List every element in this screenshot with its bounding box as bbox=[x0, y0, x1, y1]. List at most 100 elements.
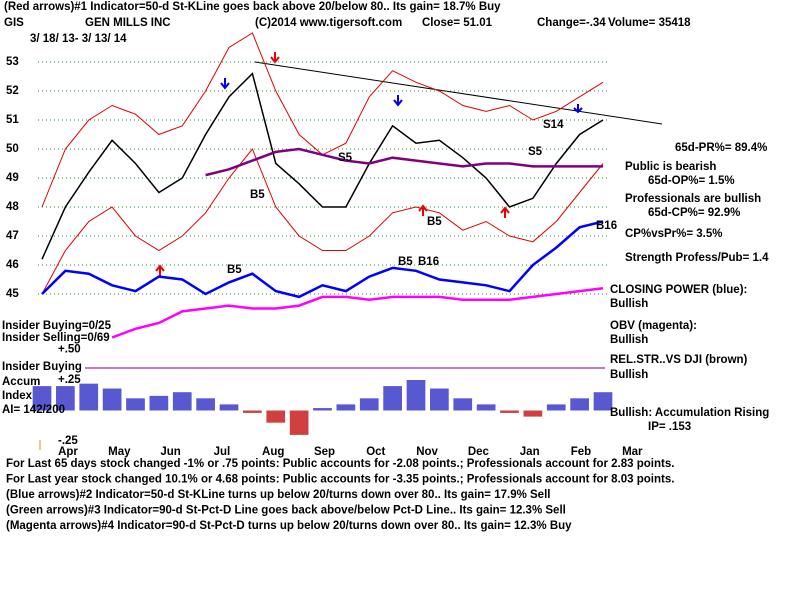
left-label: Index bbox=[2, 390, 33, 402]
panel-text: 65d-OP%= 1.5% bbox=[648, 175, 735, 187]
company: GEN MILLS INC bbox=[85, 17, 171, 29]
accum-bar bbox=[359, 398, 379, 411]
annotation: B16 bbox=[596, 220, 617, 232]
annotation: B5 bbox=[227, 264, 242, 276]
accum-bar bbox=[126, 398, 145, 411]
accum-bar bbox=[593, 392, 613, 411]
annotation: B5 bbox=[398, 256, 413, 268]
annotation: B16 bbox=[418, 256, 439, 268]
panel-text: Public is bearish bbox=[625, 161, 716, 173]
accum-bar bbox=[570, 398, 589, 411]
x-tick-label: Jan bbox=[520, 446, 540, 458]
panel-text: Strength Profess/Pub= 1.4 bbox=[625, 252, 769, 264]
y-tick-label: 50 bbox=[6, 143, 19, 155]
accum-bar bbox=[313, 408, 332, 411]
arrow bbox=[393, 95, 403, 107]
x-tick-label: Dec bbox=[468, 446, 490, 458]
y-tick-label: 49 bbox=[6, 172, 19, 184]
panel-text: Bullish bbox=[610, 298, 648, 310]
accum-bar bbox=[500, 410, 519, 413]
x-tick-label: Apr bbox=[58, 446, 78, 458]
close: Close= 51.01 bbox=[422, 17, 493, 29]
y2-tick-label: -.25 bbox=[58, 435, 78, 447]
accum-bar bbox=[172, 392, 192, 411]
accum-bar bbox=[430, 388, 449, 411]
y-tick-label: 51 bbox=[6, 114, 19, 126]
accum-bar bbox=[266, 410, 286, 423]
left-label: Insider Buying bbox=[2, 361, 82, 373]
left-label: Insider Selling=0/69 bbox=[2, 332, 110, 344]
annotation: B5 bbox=[250, 189, 265, 201]
accum-bar bbox=[383, 386, 402, 411]
x-tick-label: Jul bbox=[214, 446, 231, 458]
panel-text: CLOSING POWER (blue): bbox=[610, 284, 747, 296]
footer-line: For Last year stock changed 10.1% or 4.6… bbox=[6, 474, 674, 486]
footer-line: For Last 65 days stock changed -1% or .7… bbox=[6, 458, 674, 470]
y-tick-label: 52 bbox=[6, 85, 19, 97]
annotation: S5 bbox=[338, 152, 353, 164]
accum-bar bbox=[453, 398, 473, 411]
accum-bar bbox=[406, 380, 426, 411]
annotation: B5 bbox=[427, 216, 442, 228]
symbol: GIS bbox=[4, 17, 24, 29]
x-tick-label: Mar bbox=[622, 446, 643, 458]
panel-text: Bullish bbox=[610, 334, 648, 346]
footer-line: (Blue arrows)#2 Indicator=50-d St-KLine … bbox=[6, 489, 550, 501]
y-tick-label: 48 bbox=[6, 201, 19, 213]
x-tick-label: Nov bbox=[416, 446, 438, 458]
accum-bar bbox=[523, 410, 543, 417]
left-label: Accum bbox=[2, 376, 40, 388]
arrow bbox=[500, 206, 510, 218]
left-label: AI= 142/200 bbox=[2, 404, 65, 416]
x-tick-label: Jun bbox=[160, 446, 180, 458]
copyright: (C)2014 www.tigersoft.com bbox=[255, 17, 402, 29]
accum-bar bbox=[289, 410, 309, 435]
series-line bbox=[41, 148, 604, 295]
y2-tick-label: +.25 bbox=[58, 374, 81, 386]
panel-text: IP= .153 bbox=[648, 421, 691, 433]
accum-bar bbox=[196, 398, 215, 411]
panel-text: 65d-PR%= 89.4% bbox=[675, 142, 767, 154]
header-line: (Red arrows)#1 Indicator=50-d St-KLine g… bbox=[4, 1, 501, 13]
panel-text: Bullish bbox=[610, 369, 648, 381]
panel-text: OBV (magenta): bbox=[610, 320, 697, 332]
y-tick-label: 53 bbox=[6, 56, 19, 68]
y-tick-label: 46 bbox=[6, 259, 19, 271]
accum-bar bbox=[546, 404, 566, 411]
accum-bar bbox=[102, 388, 122, 411]
date-range: 3/ 18/ 13- 3/ 13/ 14 bbox=[30, 33, 127, 45]
arrow bbox=[220, 78, 230, 90]
series-line bbox=[205, 147, 603, 177]
y-tick-label: 45 bbox=[6, 288, 19, 300]
y2-tick-label: +.50 bbox=[58, 344, 81, 356]
annotation: S14 bbox=[543, 119, 564, 131]
arrow bbox=[573, 104, 583, 114]
x-tick-label: Feb bbox=[571, 446, 591, 458]
footer-line: (Magenta arrows)#4 Indicator=90-d St-Pct… bbox=[6, 520, 572, 532]
panel-text: Professionals are bullish bbox=[625, 193, 761, 205]
series-line bbox=[41, 220, 604, 299]
panel-text: 65d-CP%= 92.9% bbox=[648, 207, 740, 219]
series-line bbox=[111, 286, 604, 339]
accum-bar bbox=[149, 395, 169, 411]
accum-bar bbox=[476, 404, 496, 411]
x-tick-label: Aug bbox=[262, 446, 284, 458]
panel-text: Bullish: Accumulation Rising bbox=[610, 407, 769, 419]
volume: Volume= 35418 bbox=[608, 17, 691, 29]
accum-bar bbox=[219, 404, 239, 411]
x-tick-label: May bbox=[108, 446, 131, 458]
y-tick-label: 47 bbox=[6, 230, 19, 242]
x-tick-label: Oct bbox=[366, 446, 385, 458]
accum-bar bbox=[243, 410, 262, 413]
accum-bar bbox=[56, 386, 75, 411]
trend-line bbox=[254, 61, 663, 125]
accum-bar bbox=[32, 386, 52, 411]
left-label: Insider Buying=0/25 bbox=[2, 320, 112, 332]
panel-text: CP%vsPr%= 3.5% bbox=[625, 228, 723, 240]
x-tick-label: Sep bbox=[314, 446, 335, 458]
footer-line: (Green arrows)#3 Indicator=90-d St-Pct-D… bbox=[6, 505, 566, 517]
change: Change=-.34 bbox=[537, 17, 606, 29]
accum-bar bbox=[79, 383, 99, 411]
